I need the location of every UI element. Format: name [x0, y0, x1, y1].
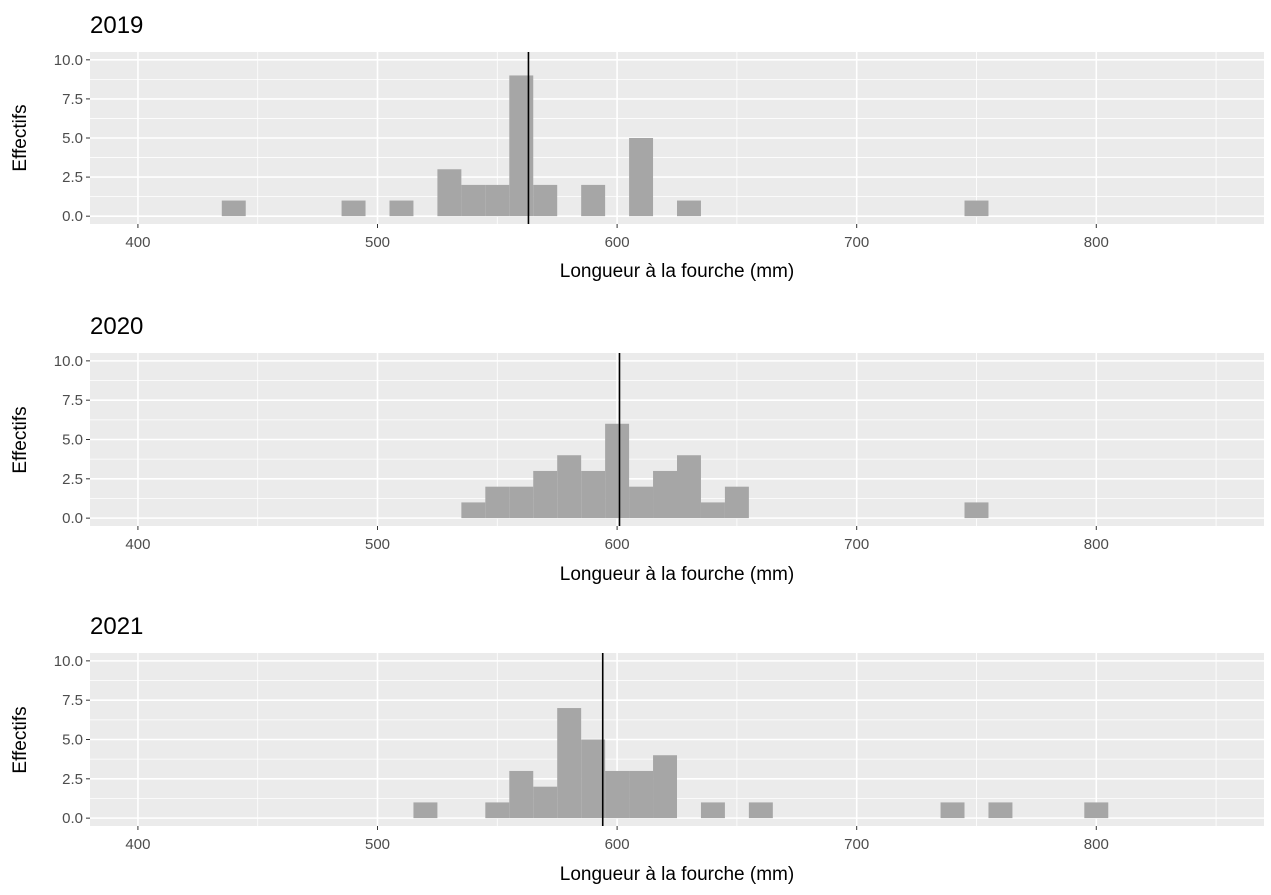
- x-tick-label: 500: [365, 234, 390, 251]
- histogram-bar: [509, 770, 534, 819]
- facet-panel-2020: 0.0 2.5 5.0 7.5 10.0 400 500 600 700 800 2020 Longu…: [10, 313, 1264, 585]
- histogram-bar: [485, 184, 510, 217]
- histogram-bar: [533, 470, 558, 519]
- facet-panel-2019: 0.0 2.5 5.0 7.5 10.0 400 500 600 700 800 2019 Longu…: [10, 12, 1264, 282]
- x-tick-label: 400: [125, 536, 150, 553]
- histogram-bar: [437, 169, 462, 217]
- x-axis-title: Longueur à la fourche (mm): [560, 564, 794, 585]
- facet-panel-2021: 0.0 2.5 5.0 7.5 10.0 400 500 600 700 800 2021 Longu…: [10, 613, 1264, 885]
- y-tick-label: 2.5: [62, 169, 83, 186]
- x-tick-label: 400: [125, 234, 150, 251]
- histogram-bar: [700, 802, 725, 819]
- x-tick-label: 800: [1084, 836, 1109, 853]
- panel-title: 2021: [90, 613, 143, 640]
- x-tick-label: 700: [844, 536, 869, 553]
- histogram-bar: [461, 184, 486, 217]
- histogram-bar: [1084, 802, 1109, 819]
- histogram-bar: [461, 502, 486, 519]
- y-tick-label: 10.0: [54, 353, 83, 370]
- histogram-bar: [629, 770, 654, 819]
- y-tick-label: 7.5: [62, 692, 83, 709]
- histogram-bar: [413, 802, 438, 819]
- histogram-bar: [677, 455, 701, 519]
- histogram-bar: [724, 486, 749, 519]
- y-tick-label: 2.5: [62, 471, 83, 488]
- histogram-bar: [341, 200, 366, 217]
- histogram-bar: [557, 455, 582, 519]
- y-tick-label: 10.0: [54, 653, 83, 670]
- histogram-bar: [509, 75, 534, 217]
- histogram-bar: [988, 802, 1013, 819]
- histogram-bar: [533, 786, 558, 819]
- histogram-bar: [533, 184, 558, 217]
- histogram-bar: [221, 200, 246, 217]
- x-axis-title: Longueur à la fourche (mm): [560, 261, 794, 282]
- y-tick-label: 10.0: [54, 52, 83, 69]
- x-tick-label: 800: [1084, 536, 1109, 553]
- x-tick-label: 700: [844, 234, 869, 251]
- histogram-bar: [964, 200, 989, 217]
- histogram-bar: [629, 138, 654, 217]
- histogram-bar: [389, 200, 414, 217]
- histogram-bar: [964, 502, 989, 519]
- y-tick-label: 5.0: [62, 130, 83, 147]
- y-tick-label: 0.0: [62, 208, 83, 225]
- x-tick-label: 700: [844, 836, 869, 853]
- histogram-bar: [605, 770, 630, 819]
- x-axis-title: Longueur à la fourche (mm): [560, 864, 794, 885]
- x-tick-label: 800: [1084, 234, 1109, 251]
- histogram-bar: [509, 486, 534, 519]
- y-axis-title: Effectifs: [10, 706, 31, 773]
- histogram-bar: [557, 708, 582, 819]
- x-tick-label: 600: [605, 536, 630, 553]
- histogram-bar: [485, 802, 510, 819]
- histogram-bar: [581, 739, 606, 819]
- histogram-bar: [677, 200, 701, 217]
- y-axis-title: Effectifs: [10, 104, 31, 171]
- panel-title: 2020: [90, 313, 143, 340]
- y-axis-title: Effectifs: [10, 406, 31, 473]
- histogram-bar: [940, 802, 965, 819]
- x-tick-label: 600: [605, 836, 630, 853]
- panel-title: 2019: [90, 12, 143, 39]
- histogram-bar: [629, 486, 654, 519]
- histogram-bar: [605, 423, 630, 519]
- histogram-bar: [653, 470, 677, 519]
- histogram-bar: [700, 502, 725, 519]
- x-tick-label: 500: [365, 836, 390, 853]
- y-tick-label: 5.0: [62, 732, 83, 749]
- histogram-bar: [485, 486, 510, 519]
- x-tick-label: 600: [605, 234, 630, 251]
- y-tick-label: 7.5: [62, 392, 83, 409]
- y-tick-label: 2.5: [62, 771, 83, 788]
- y-tick-label: 7.5: [62, 91, 83, 108]
- x-tick-label: 500: [365, 536, 390, 553]
- histogram-bar: [581, 470, 606, 519]
- x-tick-label: 400: [125, 836, 150, 853]
- y-tick-label: 0.0: [62, 510, 83, 527]
- histogram-bar: [581, 184, 606, 217]
- histogram-bar: [748, 802, 773, 819]
- y-tick-label: 0.0: [62, 810, 83, 827]
- y-tick-label: 5.0: [62, 432, 83, 449]
- histogram-bar: [653, 755, 677, 819]
